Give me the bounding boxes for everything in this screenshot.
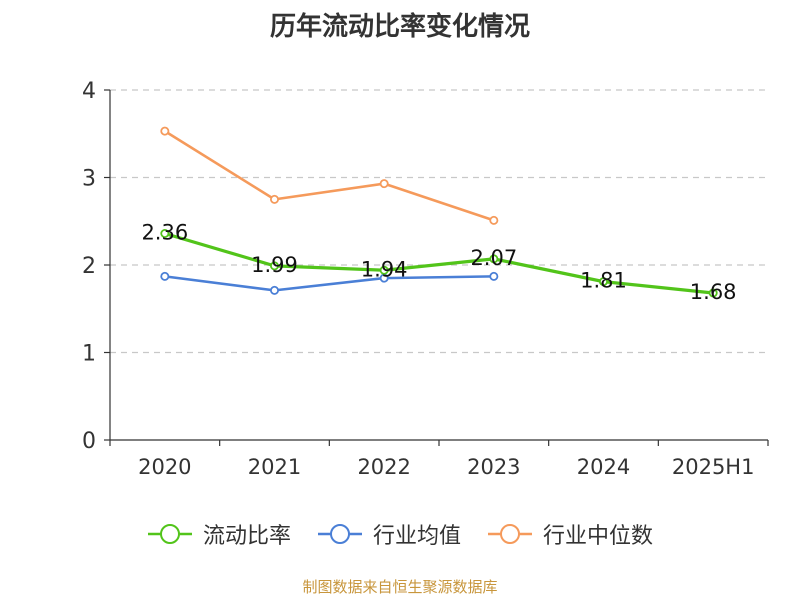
data-point [379,265,389,275]
data-point [160,228,170,238]
data-point [489,215,499,225]
legend-line-icon [317,524,362,544]
grid-lines [110,89,768,354]
data-point [269,261,279,271]
data-label: 2.07 [470,246,517,270]
data-point [489,271,499,281]
y-tick-label: 1 [82,342,96,367]
y-tick-label: 2 [82,254,96,279]
series-line [164,275,494,292]
legend-item-current-ratio[interactable]: 流动比率 [147,518,291,550]
legend-label: 行业中位数 [543,524,654,549]
legend-line-icon [488,524,532,544]
series-line [164,130,495,222]
legend-line-icon [147,524,192,544]
x-tick-label: 2022 [357,455,410,479]
legend-item-industry-average[interactable]: 行业均值 [317,518,461,550]
data-label: 1.94 [361,257,408,281]
series-lines [160,126,718,298]
x-tick-label: 2025H1 [672,455,755,479]
data-label: 1.68 [690,280,737,304]
data-point [489,254,499,264]
legend-label: 行业均值 [372,524,461,549]
y-tick-label: 0 [82,429,96,454]
data-point [269,194,279,204]
series-line [164,231,714,295]
axes: 0 1 2 3 4 2020 2021 2022 2023 2024 2025H1 [82,79,769,479]
chart-title: 历年流动比率变化情况 [269,12,530,42]
data-point [269,285,279,295]
x-tick-label: 2021 [248,455,301,479]
source-note: 制图数据来自恒生聚源数据库 [302,578,498,596]
legend: 流动比率 行业均值 行业中位数 [0,518,800,550]
data-point [708,288,718,298]
data-label: 1.81 [580,269,627,293]
data-labels: 2.36 1.99 1.94 2.07 1.81 1.68 [141,221,736,305]
x-tick-label: 2024 [577,455,630,479]
data-label: 1.99 [251,253,298,277]
x-tick-label: 2023 [467,455,520,479]
legend-label: 流动比率 [202,524,291,549]
data-label: 2.36 [141,221,188,245]
y-tick-label: 4 [82,79,96,104]
x-tick-label: 2020 [138,455,191,479]
data-point [160,126,170,136]
data-point [379,179,389,189]
data-point [160,271,170,281]
y-tick-label: 3 [82,167,96,192]
data-point [599,277,609,287]
legend-item-industry-median[interactable]: 行业中位数 [487,518,653,550]
